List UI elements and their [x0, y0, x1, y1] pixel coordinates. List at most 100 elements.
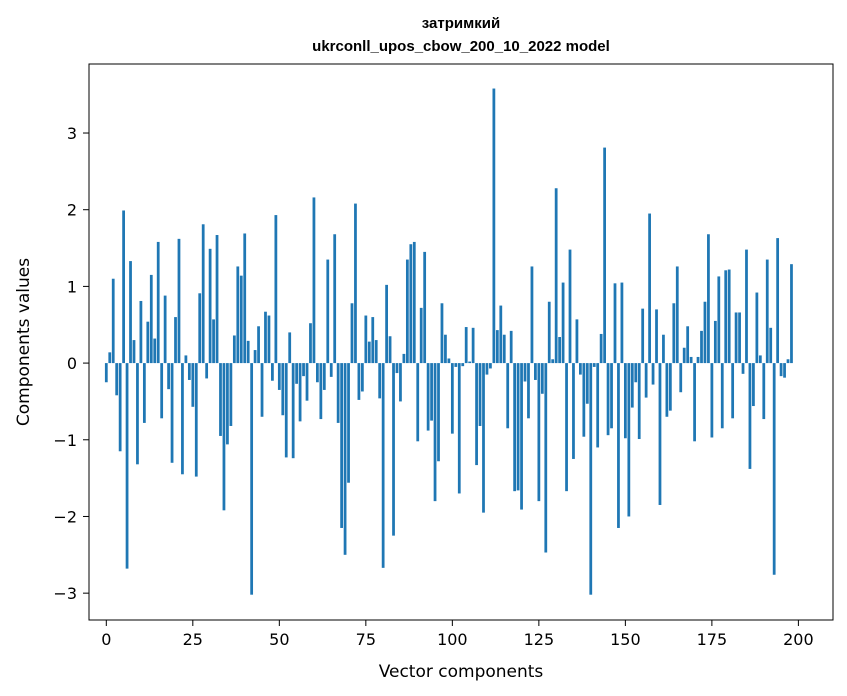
- y-axis-ticks: −3 −2 −1 0 1 2 3: [53, 124, 89, 603]
- bar: [184, 355, 188, 364]
- bar: [651, 363, 655, 385]
- bar: [360, 363, 364, 392]
- bar: [167, 363, 170, 390]
- bar: [720, 363, 724, 429]
- bar: [679, 363, 683, 393]
- bar: [558, 337, 562, 364]
- bar: [205, 363, 209, 379]
- bar: [530, 266, 534, 364]
- bar: [274, 215, 278, 364]
- bar: [772, 363, 776, 575]
- bar: [426, 363, 430, 431]
- bar: [790, 264, 793, 364]
- bar: [495, 330, 499, 364]
- bar: [374, 340, 378, 364]
- x-axis-ticks: 0 25 50 75 100 125 150 175 200: [101, 620, 814, 649]
- bar: [433, 363, 437, 502]
- bar: [727, 269, 731, 364]
- bar: [329, 363, 333, 377]
- bar: [423, 251, 427, 364]
- bar: [547, 301, 551, 364]
- bar: [644, 363, 648, 398]
- bar: [340, 363, 343, 528]
- bar: [779, 363, 783, 377]
- bar: [326, 259, 330, 364]
- bar: [125, 363, 129, 569]
- bar: [471, 327, 475, 364]
- bar: [291, 363, 295, 459]
- bar: [447, 358, 451, 364]
- bar: [253, 350, 257, 364]
- bar: [122, 210, 125, 364]
- plot-frame: [88, 63, 834, 621]
- bar: [277, 363, 281, 390]
- bar: [264, 311, 267, 364]
- bar: [689, 356, 693, 364]
- x-tick-label: 200: [783, 630, 814, 649]
- bar: [630, 363, 634, 408]
- bar: [568, 249, 572, 364]
- bar: [160, 363, 164, 419]
- bar: [111, 278, 115, 364]
- bar: [257, 326, 260, 364]
- x-tick-label: 150: [610, 630, 641, 649]
- bar: [367, 341, 371, 364]
- bar: [405, 259, 409, 364]
- bar: [305, 363, 309, 401]
- bar: [298, 363, 302, 422]
- bar: [271, 363, 274, 381]
- bar: [115, 363, 119, 396]
- bar: [478, 363, 482, 426]
- bar: [444, 334, 447, 364]
- bar: [129, 261, 132, 364]
- bar: [610, 363, 613, 429]
- bar: [364, 315, 368, 364]
- bar: [745, 249, 748, 364]
- x-tick-label: 25: [183, 630, 203, 649]
- bar: [371, 317, 375, 364]
- bar: [582, 363, 586, 437]
- bar: [620, 282, 624, 364]
- bar: [575, 319, 579, 364]
- bar: [738, 312, 741, 364]
- y-tick-label: 2: [67, 201, 77, 220]
- bar: [776, 238, 780, 364]
- bar: [284, 363, 288, 458]
- bar: [752, 363, 755, 407]
- y-tick-label: 0: [67, 354, 77, 373]
- bar: [281, 363, 285, 416]
- bar: [544, 363, 548, 553]
- bar: [641, 308, 645, 364]
- bar: [177, 238, 181, 364]
- bar: [149, 274, 153, 364]
- bar: [540, 363, 544, 394]
- bar: [662, 334, 665, 364]
- bar: [457, 363, 461, 494]
- bar: [675, 266, 679, 364]
- bar: [627, 363, 631, 517]
- bar: [319, 363, 323, 420]
- bar: [226, 363, 229, 445]
- bar: [454, 363, 458, 367]
- bar: [229, 363, 233, 426]
- bar: [492, 88, 496, 364]
- bar: [295, 363, 299, 384]
- bar: [606, 363, 610, 436]
- bar: [181, 363, 184, 475]
- bar: [710, 363, 714, 438]
- bar: [596, 363, 600, 448]
- bar: [523, 363, 527, 382]
- bar: [309, 323, 312, 364]
- bar: [385, 284, 388, 364]
- bar: [599, 333, 603, 364]
- bar: [634, 363, 638, 383]
- bar: [482, 363, 485, 513]
- bar: [506, 363, 510, 429]
- bar: [700, 330, 703, 364]
- bar: [769, 327, 773, 364]
- bar: [108, 352, 112, 364]
- bar: [579, 363, 582, 375]
- bar: [717, 276, 721, 364]
- bar: [762, 363, 766, 420]
- bar: [250, 363, 254, 595]
